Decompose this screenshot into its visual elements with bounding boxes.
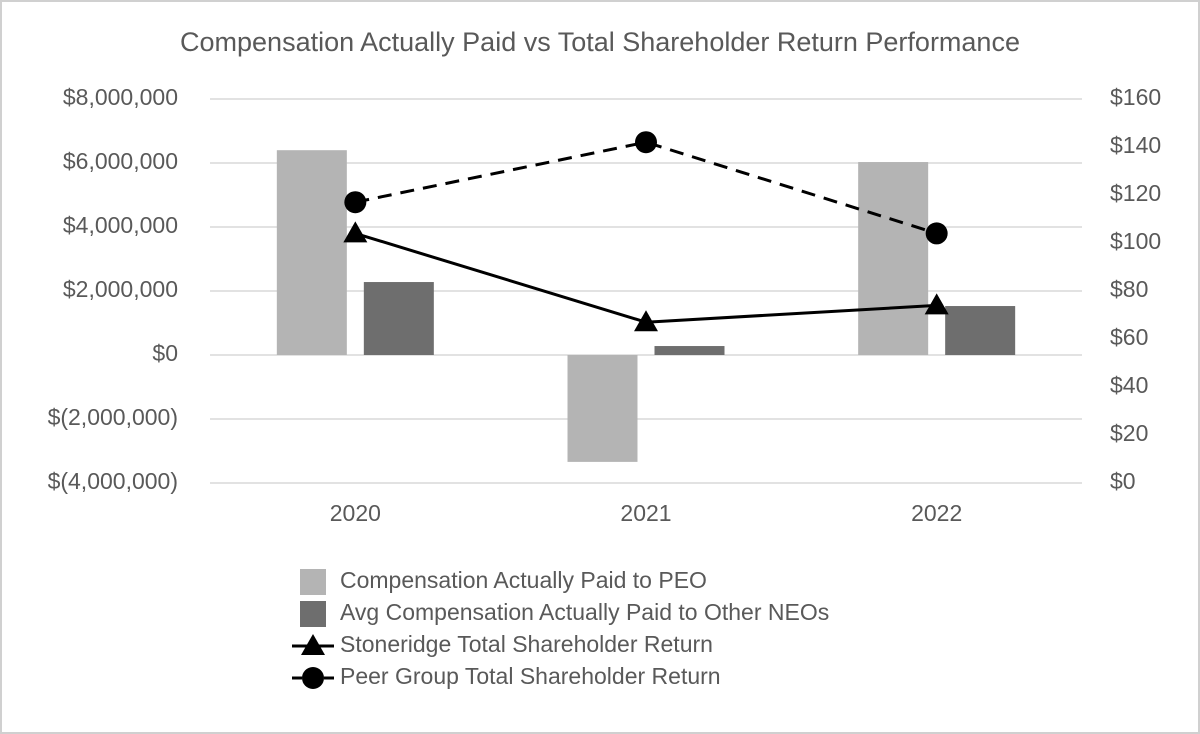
line-marker <box>925 222 948 245</box>
legend-marker <box>302 667 324 689</box>
y2-tick-label: $80 <box>1110 276 1148 302</box>
y-tick-label: $6,000,000 <box>63 148 178 174</box>
y-tick-label: $2,000,000 <box>63 276 178 302</box>
line-marker <box>635 131 657 154</box>
bar <box>945 306 1016 355</box>
legend-item: Peer Group Total Shareholder Return <box>292 663 721 689</box>
y-tick-label: $8,000,000 <box>63 84 178 110</box>
legend-item: Avg Compensation Actually Paid to Other … <box>300 599 829 627</box>
bar <box>654 346 725 355</box>
bar <box>567 355 638 462</box>
legend-label: Peer Group Total Shareholder Return <box>340 663 721 689</box>
line <box>355 140 938 235</box>
legend-label: Avg Compensation Actually Paid to Other … <box>340 599 829 625</box>
y-tick-label: $(4,000,000) <box>48 468 178 494</box>
line-marker <box>924 293 949 315</box>
bar <box>363 282 434 355</box>
chart-title: Compensation Actually Paid vs Total Shar… <box>180 27 1020 57</box>
x-tick-label: 2022 <box>911 500 962 526</box>
legend-item: Compensation Actually Paid to PEO <box>300 567 707 595</box>
x-tick-label: 2021 <box>620 500 671 526</box>
legend-marker <box>301 634 325 655</box>
y2-tick-label: $20 <box>1110 420 1148 446</box>
bar <box>858 162 929 355</box>
y2-tick-label: $0 <box>1110 468 1136 494</box>
legend-label: Compensation Actually Paid to PEO <box>340 567 707 593</box>
y2-tick-label: $100 <box>1110 228 1161 254</box>
y2-tick-label: $60 <box>1110 324 1148 350</box>
y-tick-label: $4,000,000 <box>63 212 178 238</box>
legend-item: Stoneridge Total Shareholder Return <box>292 631 713 657</box>
x-tick-label: 2020 <box>330 500 381 526</box>
legend-swatch <box>300 569 326 595</box>
y2-tick-label: $140 <box>1110 132 1161 158</box>
y2-tick-label: $120 <box>1110 180 1161 206</box>
bar <box>276 150 347 355</box>
legend-swatch <box>300 601 326 627</box>
y-tick-label: $0 <box>152 340 178 366</box>
y2-tick-label: $160 <box>1110 84 1161 110</box>
y-tick-label: $(2,000,000) <box>48 404 178 430</box>
line-marker <box>634 310 658 332</box>
line-marker <box>344 191 367 214</box>
legend-label: Stoneridge Total Shareholder Return <box>340 631 713 657</box>
line-marker <box>343 221 368 243</box>
y2-tick-label: $40 <box>1110 372 1148 398</box>
